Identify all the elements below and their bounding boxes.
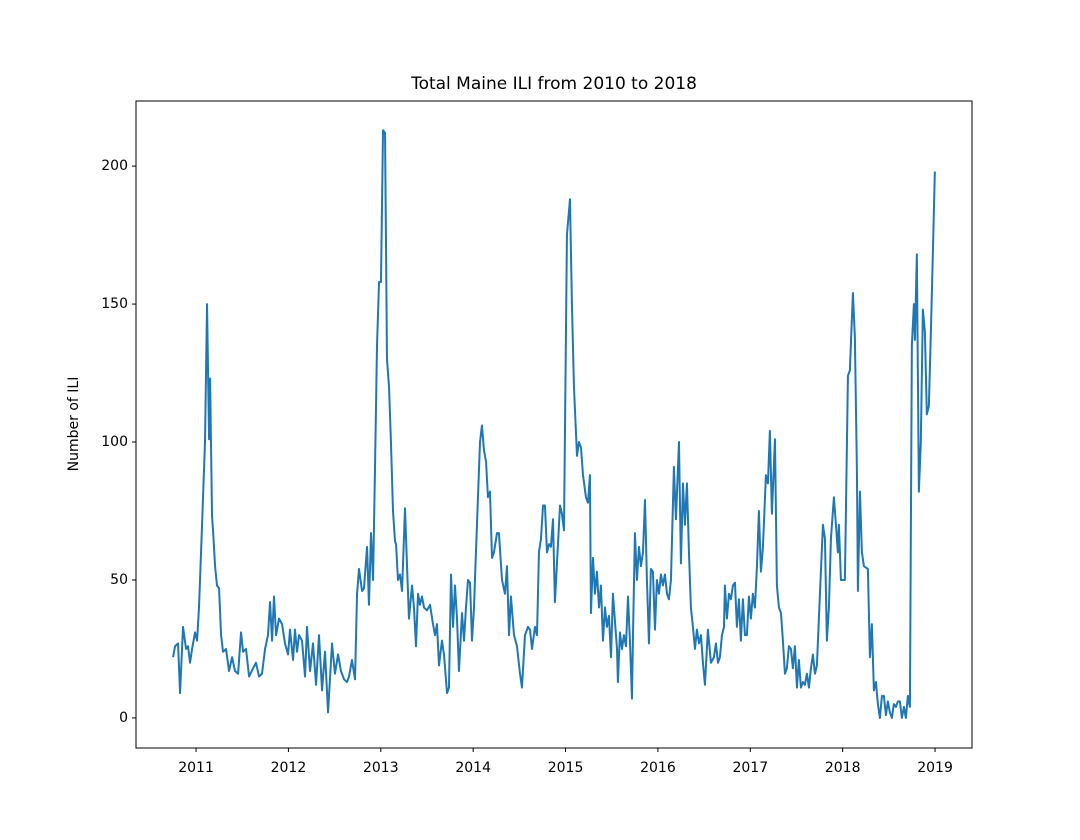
x-tick-label: 2014 (455, 760, 491, 776)
y-tick-label: 50 (110, 572, 128, 588)
chart-title: Total Maine ILI from 2010 to 2018 (410, 74, 697, 94)
y-tick-label: 200 (101, 158, 128, 174)
y-tick-label: 0 (119, 710, 128, 726)
plot-frame (135, 100, 973, 749)
x-tick-label: 2018 (825, 760, 861, 776)
x-tick-label: 2013 (363, 760, 399, 776)
x-tick-label: 2015 (548, 760, 584, 776)
data-line (172, 129, 936, 719)
x-tick-label: 2016 (640, 760, 676, 776)
x-tick-label: 2019 (917, 760, 953, 776)
y-tick-label: 100 (101, 434, 128, 450)
y-tick-label: 150 (101, 296, 128, 312)
x-tick-label: 2011 (178, 760, 214, 776)
y-axis-label: Number of ILI (66, 377, 82, 472)
x-tick-label: 2012 (271, 760, 307, 776)
x-tick-label: 2017 (732, 760, 768, 776)
